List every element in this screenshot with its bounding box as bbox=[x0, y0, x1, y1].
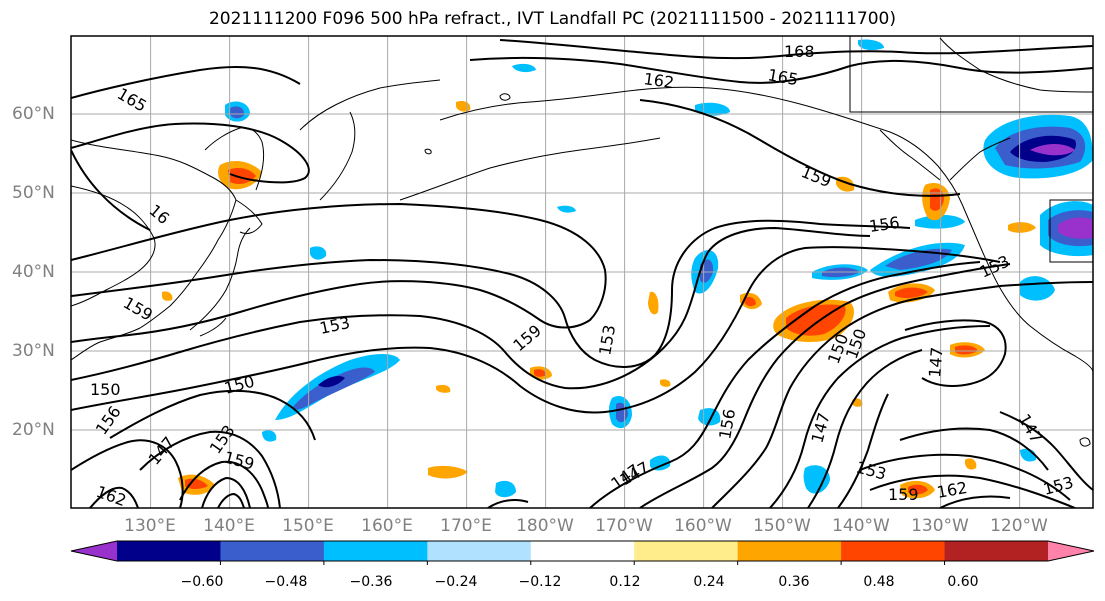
colorbar-tick-label: −0.12 bbox=[518, 574, 562, 590]
shaded-anomaly-patches bbox=[162, 39, 1093, 499]
longitude-label: 150°W bbox=[753, 516, 811, 536]
longitude-label: 160°W bbox=[674, 516, 732, 536]
contour-label: 159 bbox=[888, 485, 919, 504]
colorbar-bin bbox=[634, 541, 739, 561]
longitude-label: 120°W bbox=[990, 516, 1048, 536]
colorbar-tick-label: −0.36 bbox=[349, 574, 393, 590]
graticule bbox=[71, 36, 1093, 508]
contour-label: 150 bbox=[90, 380, 121, 399]
longitude-label: 130°E bbox=[124, 516, 176, 536]
latitude-label: 60°N bbox=[12, 104, 55, 124]
colorbar-tick-label: −0.60 bbox=[180, 574, 224, 590]
contour-label: 162 bbox=[642, 69, 675, 92]
colorbar-bin bbox=[117, 541, 221, 561]
latitude-label: 30°N bbox=[12, 341, 55, 361]
colorbar-extension-high bbox=[1048, 541, 1094, 561]
colorbar-bin bbox=[841, 541, 946, 561]
contour-label: 168 bbox=[784, 42, 815, 61]
colorbar-bin bbox=[737, 541, 842, 561]
colorbar-tick-label: 0.48 bbox=[863, 574, 895, 590]
colorbar-tick-label: 0.36 bbox=[778, 574, 810, 590]
colorbar-outline bbox=[70, 540, 1095, 562]
map-frame bbox=[70, 35, 1094, 509]
longitude-label: 130°W bbox=[911, 516, 969, 536]
colorbar-tick-label: 0.24 bbox=[693, 574, 725, 590]
longitude-label: 160°E bbox=[361, 516, 413, 536]
longitude-label: 180°W bbox=[516, 516, 574, 536]
colorbar-bin bbox=[220, 541, 325, 561]
map-title: 2021111200 F096 500 hPa refract., IVT La… bbox=[208, 9, 896, 29]
colorbar-tick-label: 0.60 bbox=[947, 574, 979, 590]
longitude-label: 170°W bbox=[595, 516, 653, 536]
map-plot-area: 165 168 162 165 159 156 153 16 159 150 1… bbox=[71, 36, 1093, 508]
latitude-label: 50°N bbox=[12, 183, 55, 203]
colorbar-extension-low bbox=[71, 541, 117, 561]
colorbar bbox=[70, 540, 1095, 565]
longitude-label: 170°E bbox=[440, 516, 492, 536]
colorbar-bin bbox=[323, 541, 428, 561]
contour-label: 147 bbox=[925, 346, 947, 378]
latitude-label: 20°N bbox=[12, 420, 55, 440]
longitude-label: 140°E bbox=[203, 516, 255, 536]
colorbar-tick-label: −0.48 bbox=[264, 574, 308, 590]
latitude-label: 40°N bbox=[12, 262, 55, 282]
longitude-label: 150°E bbox=[282, 516, 334, 536]
colorbar-bin bbox=[944, 541, 1049, 561]
colorbar-bin bbox=[427, 541, 532, 561]
refractivity-contours bbox=[71, 39, 1093, 508]
contour-label: 156 bbox=[868, 213, 901, 236]
colorbar-bin bbox=[530, 541, 635, 561]
colorbar-tick-label: 0.12 bbox=[609, 574, 641, 590]
longitude-label: 140°W bbox=[832, 516, 890, 536]
colorbar-tick-label: −0.24 bbox=[434, 574, 478, 590]
